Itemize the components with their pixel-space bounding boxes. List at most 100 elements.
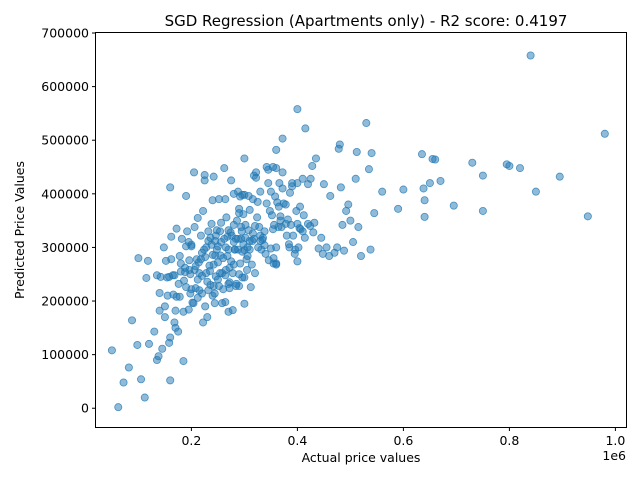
data-point [420, 196, 429, 205]
data-point [158, 344, 167, 353]
data-point [289, 231, 298, 240]
data-point [217, 218, 226, 227]
data-point [310, 218, 319, 227]
data-point [291, 245, 300, 254]
data-point [185, 256, 194, 265]
data-point [272, 243, 281, 252]
data-point [245, 245, 254, 254]
data-point [293, 257, 302, 266]
data-point [278, 134, 287, 143]
data-point [167, 255, 176, 264]
data-point [194, 258, 203, 267]
data-point [119, 378, 128, 387]
data-point [124, 363, 133, 372]
data-point [270, 220, 279, 229]
data-point [356, 251, 365, 260]
data-point [209, 260, 218, 269]
plot-frame [95, 32, 627, 428]
data-point [344, 200, 353, 209]
x-tick-label: 0.8 [499, 433, 519, 448]
data-point [333, 243, 342, 252]
data-point [199, 206, 208, 215]
data-point [248, 229, 257, 238]
data-point [166, 333, 175, 342]
data-point [583, 212, 592, 221]
data-point [555, 172, 564, 181]
data-point [298, 174, 307, 183]
data-point [419, 184, 428, 193]
data-point [272, 260, 281, 269]
data-point [179, 357, 188, 366]
data-point [191, 284, 200, 293]
data-point [296, 202, 305, 211]
data-point [235, 209, 244, 218]
data-point [478, 206, 487, 215]
y-axis-ticks: 0 100000 200000 300000 400000 500000 600000 700… [41, 26, 96, 416]
data-point [200, 245, 209, 254]
data-point [436, 176, 445, 185]
data-point [287, 220, 296, 229]
data-point [200, 171, 209, 180]
data-point [155, 288, 164, 297]
data-point [516, 164, 525, 173]
data-point [221, 195, 230, 204]
data-point [241, 220, 250, 229]
data-point [172, 224, 181, 233]
data-point [264, 179, 273, 188]
data-point [203, 313, 212, 322]
data-point [267, 211, 276, 220]
data-point [240, 190, 249, 199]
data-point [293, 105, 302, 114]
data-point [176, 259, 185, 268]
data-point [245, 236, 254, 245]
x-axis-ticks: 0.2 0.4 0.6 0.8 1.0 [181, 427, 625, 448]
data-point [202, 269, 211, 278]
data-point [190, 223, 199, 232]
data-point [186, 289, 195, 298]
data-point [250, 269, 259, 278]
data-point [362, 119, 371, 128]
data-point [247, 260, 256, 269]
data-point [252, 168, 261, 177]
data-point [207, 219, 216, 228]
data-point [154, 352, 163, 361]
data-point [166, 183, 175, 192]
y-tick-label: 0 [81, 401, 89, 416]
data-point [204, 236, 213, 245]
data-point [140, 393, 149, 402]
data-point [211, 231, 220, 240]
data-point [196, 231, 205, 240]
data-point [260, 227, 269, 236]
x-axis-label: Actual price values [302, 450, 421, 465]
data-point [299, 211, 308, 220]
data-point [367, 149, 376, 158]
data-point [285, 188, 294, 197]
data-point [399, 185, 408, 194]
data-point [431, 155, 440, 164]
data-point [346, 216, 355, 225]
data-point [240, 154, 249, 163]
data-point [272, 164, 281, 173]
data-point [308, 161, 317, 170]
data-point [221, 298, 230, 307]
data-point [261, 249, 270, 258]
data-point [142, 273, 151, 282]
data-point [216, 269, 225, 278]
data-point [201, 302, 210, 311]
data-point [309, 228, 318, 237]
data-point [193, 213, 202, 222]
x-tick-label: 0.4 [287, 433, 307, 448]
chart-title: SGD Regression (Apartments only) - R2 sc… [165, 12, 568, 30]
x-axis-offset-label: 1e6 [602, 448, 626, 463]
data-point [193, 293, 202, 302]
data-point [228, 306, 237, 315]
data-point [181, 268, 190, 277]
data-point [220, 164, 229, 173]
data-point [143, 256, 152, 265]
data-point [229, 189, 238, 198]
data-point [238, 247, 247, 256]
data-point [505, 161, 514, 170]
data-point [107, 346, 116, 355]
data-point [190, 168, 199, 177]
